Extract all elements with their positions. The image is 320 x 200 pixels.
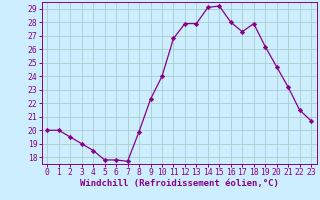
X-axis label: Windchill (Refroidissement éolien,°C): Windchill (Refroidissement éolien,°C) xyxy=(80,179,279,188)
